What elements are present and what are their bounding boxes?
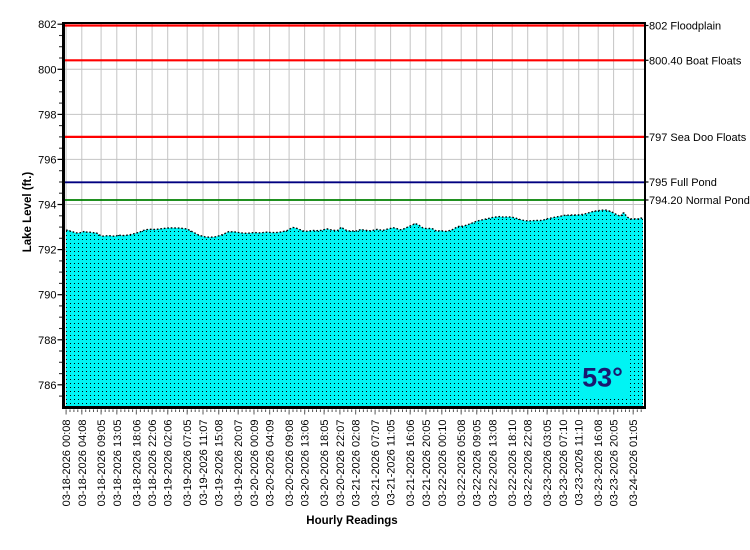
- svg-text:03-22-2026 13:08: 03-22-2026 13:08: [488, 420, 500, 507]
- svg-text:03-23-2026 16:08: 03-23-2026 16:08: [593, 420, 605, 507]
- svg-text:03-18-2026 09:05: 03-18-2026 09:05: [96, 420, 108, 507]
- svg-text:03-22-2026 22:08: 03-22-2026 22:08: [523, 420, 535, 507]
- svg-text:03-21-2026 07:07: 03-21-2026 07:07: [370, 420, 382, 507]
- svg-text:03-18-2026 18:06: 03-18-2026 18:06: [131, 420, 143, 507]
- svg-text:03-23-2026 20:05: 03-23-2026 20:05: [609, 420, 621, 507]
- svg-text:03-19-2026 07:05: 03-19-2026 07:05: [182, 420, 194, 507]
- svg-text:Hourly Readings: Hourly Readings: [306, 515, 397, 527]
- svg-text:03-18-2026 13:05: 03-18-2026 13:05: [112, 420, 124, 507]
- svg-text:03-20-2026 09:08: 03-20-2026 09:08: [284, 420, 296, 507]
- svg-text:802: 802: [38, 19, 56, 31]
- svg-text:03-23-2026 11:10: 03-23-2026 11:10: [574, 420, 586, 506]
- svg-text:792: 792: [38, 245, 56, 257]
- svg-text:03-23-2026 03:05: 03-23-2026 03:05: [542, 420, 554, 507]
- svg-text:03-18-2026 00:08: 03-18-2026 00:08: [61, 420, 73, 507]
- svg-text:03-20-2026 18:05: 03-20-2026 18:05: [319, 420, 331, 507]
- svg-text:03-20-2026 13:06: 03-20-2026 13:06: [300, 420, 312, 507]
- svg-text:795 Full Pond: 795 Full Pond: [649, 177, 717, 189]
- svg-text:802 Floodplain: 802 Floodplain: [649, 21, 721, 33]
- svg-text:03-21-2026 02:08: 03-21-2026 02:08: [351, 420, 363, 507]
- svg-text:800: 800: [38, 64, 56, 76]
- svg-text:03-24-2026 01:05: 03-24-2026 01:05: [628, 420, 640, 507]
- svg-text:03-20-2026 00:09: 03-20-2026 00:09: [249, 420, 261, 507]
- svg-text:03-18-2026 04:08: 03-18-2026 04:08: [77, 420, 89, 507]
- svg-text:03-20-2026 04:09: 03-20-2026 04:09: [265, 420, 277, 507]
- svg-text:796: 796: [38, 154, 56, 166]
- svg-text:03-18-2026 22:06: 03-18-2026 22:06: [147, 420, 159, 507]
- svg-text:798: 798: [38, 109, 56, 121]
- svg-text:797 Sea Doo Floats: 797 Sea Doo Floats: [649, 132, 747, 144]
- svg-text:03-20-2026 22:07: 03-20-2026 22:07: [335, 420, 347, 507]
- svg-text:788: 788: [38, 335, 56, 347]
- svg-text:794.20 Normal Pond: 794.20 Normal Pond: [649, 195, 750, 207]
- svg-text:03-21-2026 16:06: 03-21-2026 16:06: [405, 420, 417, 507]
- svg-text:03-23-2026 07:10: 03-23-2026 07:10: [558, 420, 570, 507]
- svg-text:03-19-2026 15:08: 03-19-2026 15:08: [214, 420, 226, 507]
- svg-text:03-22-2026 05:08: 03-22-2026 05:08: [456, 420, 468, 507]
- svg-text:03-22-2026 00:10: 03-22-2026 00:10: [437, 420, 449, 507]
- svg-text:53°: 53°: [582, 363, 623, 393]
- svg-text:03-19-2026 11:07: 03-19-2026 11:07: [198, 420, 210, 506]
- svg-text:800.40 Boat Floats: 800.40 Boat Floats: [649, 55, 742, 67]
- svg-text:03-21-2026 11:05: 03-21-2026 11:05: [386, 420, 398, 506]
- svg-text:03-19-2026 02:06: 03-19-2026 02:06: [163, 420, 175, 507]
- svg-text:790: 790: [38, 290, 56, 302]
- svg-text:03-21-2026 20:05: 03-21-2026 20:05: [421, 420, 433, 507]
- svg-text:786: 786: [38, 380, 56, 392]
- svg-text:794: 794: [38, 200, 56, 212]
- svg-text:03-22-2026 18:10: 03-22-2026 18:10: [507, 420, 519, 507]
- svg-text:03-22-2026 09:05: 03-22-2026 09:05: [472, 420, 484, 507]
- svg-text:Lake Level (ft.): Lake Level (ft.): [22, 172, 34, 253]
- svg-text:03-19-2026 20:07: 03-19-2026 20:07: [233, 420, 245, 507]
